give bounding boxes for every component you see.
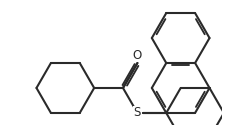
Text: O: O — [133, 49, 142, 62]
Text: S: S — [134, 106, 141, 119]
Text: O: O — [133, 50, 142, 62]
Text: S: S — [134, 106, 141, 119]
